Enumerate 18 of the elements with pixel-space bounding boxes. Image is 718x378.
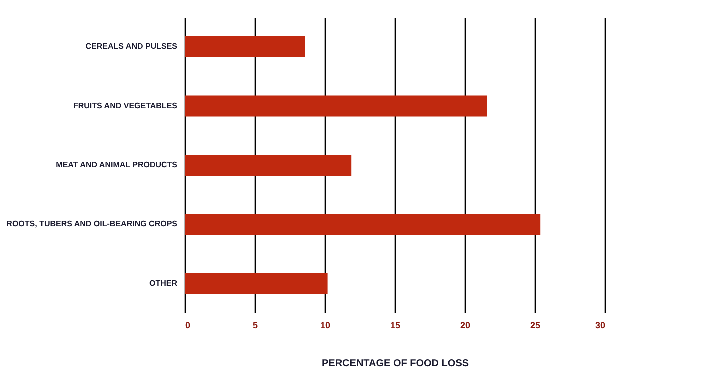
x-tick-label: 20 bbox=[460, 320, 471, 330]
x-tick-label: 5 bbox=[252, 320, 258, 330]
y-tick-label: ROOTS, TUBERS AND OIL-BEARING CROPS bbox=[6, 220, 178, 229]
y-tick-label: CEREALS AND PULSES bbox=[86, 42, 178, 52]
y-tick-label: OTHER bbox=[150, 278, 178, 288]
x-tick-label: 25 bbox=[530, 320, 541, 330]
x-tick-label: 0 bbox=[186, 320, 191, 330]
x-tick-label: 30 bbox=[595, 320, 606, 330]
x-tick-label: 10 bbox=[320, 320, 331, 330]
bar bbox=[185, 214, 541, 236]
bar bbox=[185, 273, 328, 294]
bar bbox=[185, 155, 352, 176]
bar bbox=[185, 36, 306, 58]
bar bbox=[185, 96, 488, 117]
y-tick-label: FRUITS AND VEGETABLES bbox=[73, 101, 178, 110]
x-axis-title: PERCENTAGE OF FOOD LOSS bbox=[322, 358, 470, 370]
y-tick-label: MEAT AND ANIMAL PRODUCTS bbox=[56, 160, 178, 170]
x-tick-label: 15 bbox=[390, 320, 401, 330]
